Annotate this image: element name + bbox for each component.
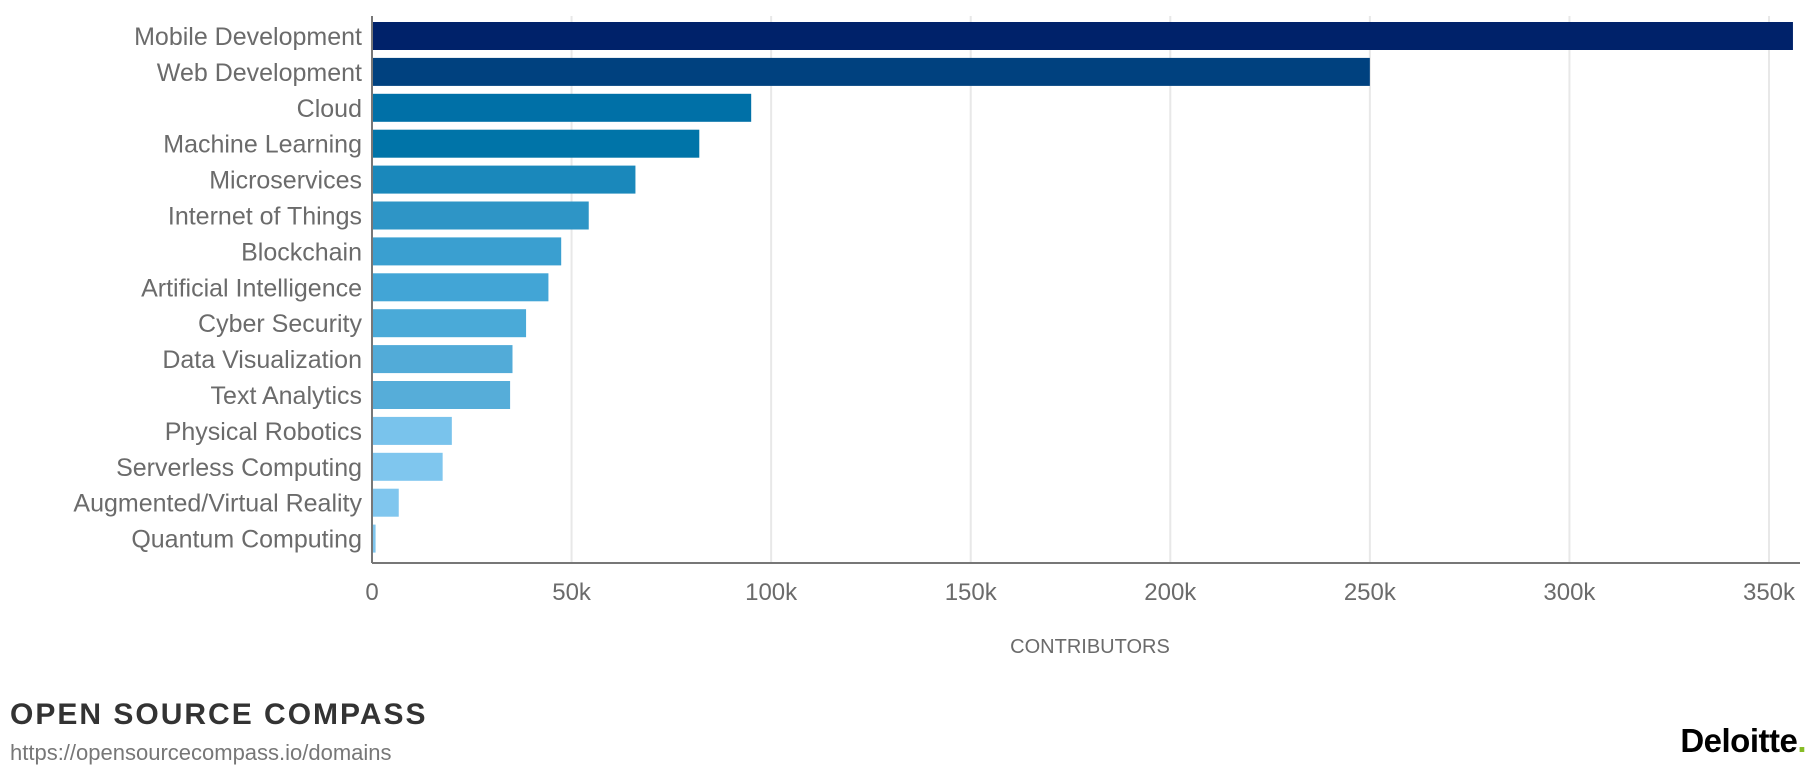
category-label: Text Analytics [211,382,362,410]
category-label: Physical Robotics [165,418,362,446]
bar [372,524,376,553]
x-tick-label: 100k [745,579,798,606]
logo-text: Deloitte [1680,722,1798,759]
x-tick-label: 250k [1344,579,1397,606]
footer-url: https://opensourcecompass.io/domains [10,740,392,765]
gridlines [570,16,1770,563]
bar [372,309,527,338]
x-tick-label: 0 [365,579,378,606]
category-label: Mobile Development [134,23,362,51]
footer-title: OPEN SOURCE COMPASS [10,698,428,731]
bar [372,452,443,481]
x-tick-label: 200k [1144,579,1197,606]
category-label: Cloud [297,95,362,123]
bar [372,201,589,230]
deloitte-logo: Deloitte. [1680,722,1806,760]
category-labels: Mobile Development Web Development Cloud Ma… [73,23,362,554]
bar [372,273,549,302]
category-label: Machine Learning [163,131,362,159]
category-label: Cyber Security [198,310,362,338]
category-label: Quantum Computing [131,526,362,554]
x-axis-title: CONTRIBUTORS [1010,636,1170,658]
category-label: Artificial Intelligence [141,274,362,302]
bars [372,22,1793,553]
category-label: Web Development [157,59,362,87]
category-label: Blockchain [241,238,362,266]
x-tick-label: 150k [945,579,998,606]
bar [372,488,399,517]
category-label: Microservices [209,167,362,195]
bar-chart: Mobile Development Web Development Cloud Ma… [73,16,1800,658]
bar [372,129,700,158]
bar [372,345,513,374]
x-tick-label: 300k [1543,579,1596,606]
x-tick-labels: 0 50k 100k 150k 200k 250k 300k 350k [365,579,1796,606]
x-tick-label: 350k [1743,579,1796,606]
bar [372,416,452,445]
category-label: Data Visualization [162,346,362,374]
bar [372,93,752,122]
category-label: Augmented/Virtual Reality [73,490,362,518]
x-tick-label: 50k [552,579,592,606]
bar [372,237,562,266]
bar [372,57,1370,86]
bar [372,22,1793,50]
category-label: Serverless Computing [116,454,362,482]
bar [372,381,511,409]
bar [372,165,636,194]
logo-dot: . [1797,722,1806,759]
category-label: Internet of Things [168,203,362,231]
